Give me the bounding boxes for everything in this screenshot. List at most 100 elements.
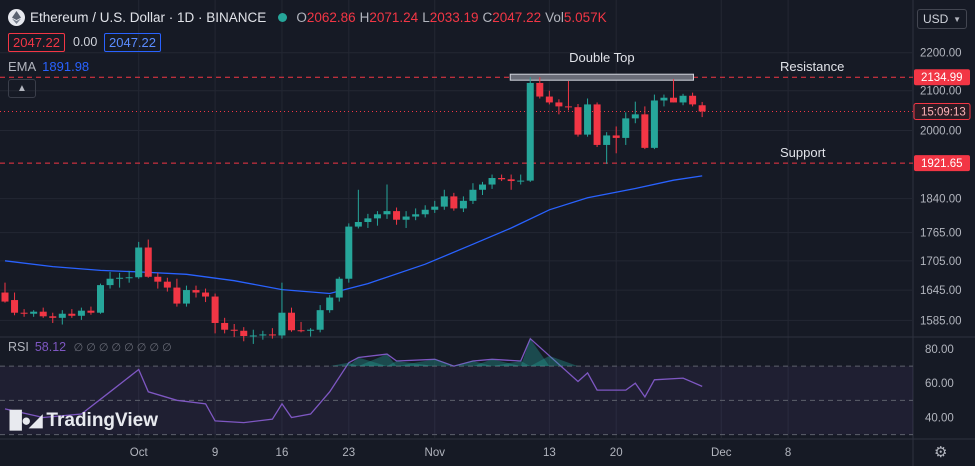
price-tick-label: 2200.00 (920, 48, 962, 60)
candle-body (536, 82, 544, 97)
grid-lines (0, 0, 912, 438)
candle-body (412, 214, 420, 217)
rsi-overbought-fill (348, 357, 387, 367)
candle-body (335, 278, 343, 298)
candle-body (555, 102, 563, 107)
candle-body (564, 106, 572, 108)
candle-body (97, 285, 104, 313)
tradingview-mark-icon: ▉●◢ (10, 411, 42, 430)
candle-body (221, 322, 229, 330)
candle-body (240, 330, 248, 336)
candle-body (526, 82, 534, 181)
candle-body (307, 329, 315, 331)
candle-body (650, 100, 658, 148)
branding-text: TradingView (46, 410, 158, 431)
level-label-support: Support (780, 145, 826, 160)
time-tick-label: 8 (785, 447, 791, 459)
candle-body (135, 247, 143, 278)
candle-body (278, 312, 286, 336)
rsi-overbought-fill (530, 355, 578, 367)
buy-button[interactable]: 2047.22 (104, 33, 161, 52)
time-tick-label: 20 (610, 447, 623, 459)
candle-body (364, 218, 372, 223)
candle-body (421, 209, 429, 215)
current-price-tag-label: 15:09:13 (921, 106, 966, 118)
candle-body (545, 96, 553, 103)
currency-selector[interactable]: USD ▼ (917, 9, 967, 29)
candle-body (316, 310, 324, 330)
candle-body (144, 247, 152, 277)
ohlc-value: 5.057K (563, 10, 607, 25)
candle-body (603, 135, 611, 145)
ema-legend[interactable]: EMA 1891.98 (8, 59, 89, 74)
gear-icon[interactable]: ⚙ (934, 444, 948, 461)
candle-body (211, 296, 219, 323)
ohlc-value: 2062.86 (306, 10, 356, 25)
candle-body (622, 118, 630, 138)
rsi-tick-label: 60.00 (925, 378, 954, 390)
candle-body (87, 310, 95, 313)
spread-value: 0.00 (73, 35, 98, 49)
ethereum-icon (8, 9, 25, 26)
candle-body (116, 277, 124, 279)
candle-body (230, 329, 238, 331)
candle-body (517, 180, 525, 182)
candle-body (297, 330, 305, 332)
empty-value-icons: ∅ ∅ ∅ ∅ ∅ ∅ ∅ ∅ (73, 342, 172, 354)
price-tick-label: 2000.00 (920, 126, 962, 138)
level-tag-label: 2134.99 (921, 72, 963, 84)
candle-body (182, 290, 190, 304)
price-tick-label: 1765.00 (920, 228, 962, 240)
collapse-legend-button[interactable]: ▲ (8, 79, 36, 98)
rsi-overbought-fill (520, 338, 550, 367)
ema-label: EMA (8, 59, 37, 74)
ohlc-key: O (296, 10, 307, 25)
rsi-overbought-fill (329, 362, 359, 367)
rsi-overbought-fill (358, 354, 397, 367)
candle-body (30, 311, 38, 314)
candle-body (660, 97, 668, 101)
symbol-title[interactable]: Ethereum / U.S. Dollar · 1D · BINANCE (30, 10, 267, 25)
symbol-header: Ethereum / U.S. Dollar · 1D · BINANCE O2… (8, 9, 607, 26)
candle-body (11, 300, 19, 313)
ohlc-value: 2033.19 (429, 10, 479, 25)
price-tick-label: 1585.00 (920, 315, 962, 327)
sell-button[interactable]: 2047.22 (8, 33, 65, 52)
candle-body (383, 211, 391, 215)
rsi-value: 58.12 (34, 340, 67, 354)
ohlc-value: 2047.22 (492, 10, 542, 25)
candle-body (593, 104, 601, 145)
candle-body (345, 226, 353, 279)
candle-body (393, 211, 401, 220)
candle-body (163, 281, 171, 288)
chevron-up-icon: ▲ (17, 83, 27, 94)
ohlc-value: 2071.24 (369, 10, 419, 25)
candle-body (574, 107, 582, 135)
candle-body (670, 97, 677, 103)
rsi-overbought-fill (387, 360, 435, 367)
time-tick-label: 23 (342, 447, 355, 459)
chevron-down-icon: ▼ (953, 14, 961, 24)
candle-body (402, 216, 410, 220)
candle-body (507, 179, 515, 182)
candle-body (679, 95, 687, 103)
rsi-overbought-fill (396, 359, 454, 367)
candle-body (450, 196, 458, 209)
tradingview-logo: ▉●◢ TradingView (10, 410, 158, 432)
candle-body (689, 95, 697, 105)
rsi-legend[interactable]: RSI 58.12 ∅ ∅ ∅ ∅ ∅ ∅ ∅ ∅ (8, 340, 172, 354)
ohlc-key: C (482, 10, 493, 25)
candle-body (631, 114, 639, 119)
candles (1, 77, 706, 344)
candle-body (373, 214, 381, 219)
candle-body (488, 178, 496, 185)
price-tick-label: 1645.00 (920, 285, 962, 297)
ohlc-key: H (359, 10, 370, 25)
candle-body (249, 335, 257, 337)
current-price-tag (913, 102, 971, 120)
candle-body (259, 334, 267, 336)
candle-body (68, 313, 76, 316)
price-tick-label: 1840.00 (920, 194, 962, 206)
candle-body (641, 114, 649, 148)
